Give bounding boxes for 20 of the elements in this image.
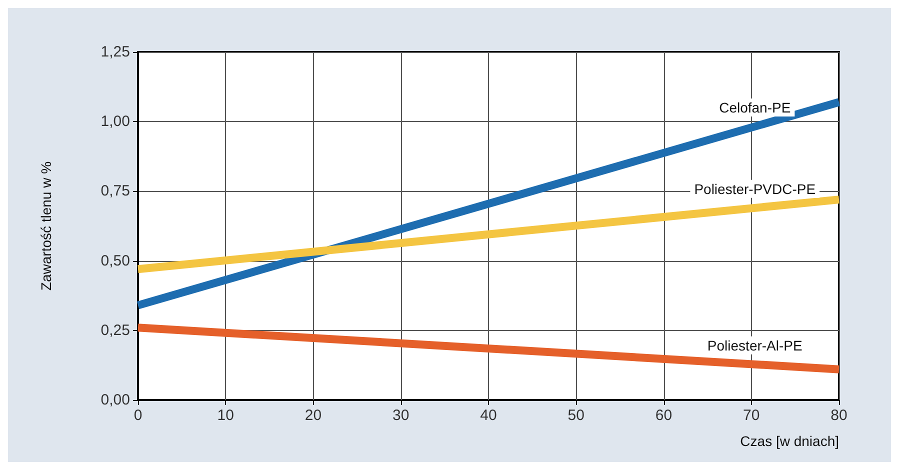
y-tick-label: 1,00 [100,113,130,130]
x-axis-title: Czas [w dniach] [740,433,839,449]
x-tick-label: 0 [134,407,142,424]
x-tick-label: 70 [743,407,760,424]
x-tick-label: 40 [480,407,497,424]
y-tick-label: 0,50 [100,252,130,270]
series-label: Poliester-Al-PE [707,337,802,354]
x-tick-label: 30 [392,407,410,424]
x-tick-label: 50 [568,407,584,424]
y-tick-label: 0,25 [100,322,130,339]
y-tick-label: 0,00 [100,392,130,408]
series-label: Poliester-PVDC-PE [694,180,816,197]
x-tick-label: 10 [217,407,234,424]
series-label: Celofan-PE [719,100,791,116]
x-tick-label: 80 [830,407,848,424]
y-axis-title: Zawartość tlenu w % [38,161,54,291]
y-tick-label: 1,25 [100,44,130,60]
x-tick-label: 60 [655,407,672,424]
x-tick-label: 20 [304,407,322,424]
y-tick-label: 0,75 [100,182,130,200]
